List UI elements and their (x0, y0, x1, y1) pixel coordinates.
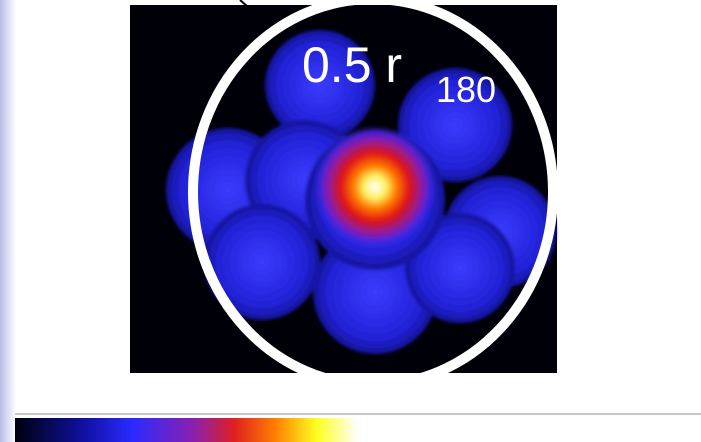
slide: 0.5 r 180 (0, 0, 701, 442)
radius-subscript: 180 (436, 69, 496, 110)
colorbar (15, 418, 701, 442)
radius-label: 0.5 r (302, 37, 402, 93)
side-strip (0, 0, 16, 442)
